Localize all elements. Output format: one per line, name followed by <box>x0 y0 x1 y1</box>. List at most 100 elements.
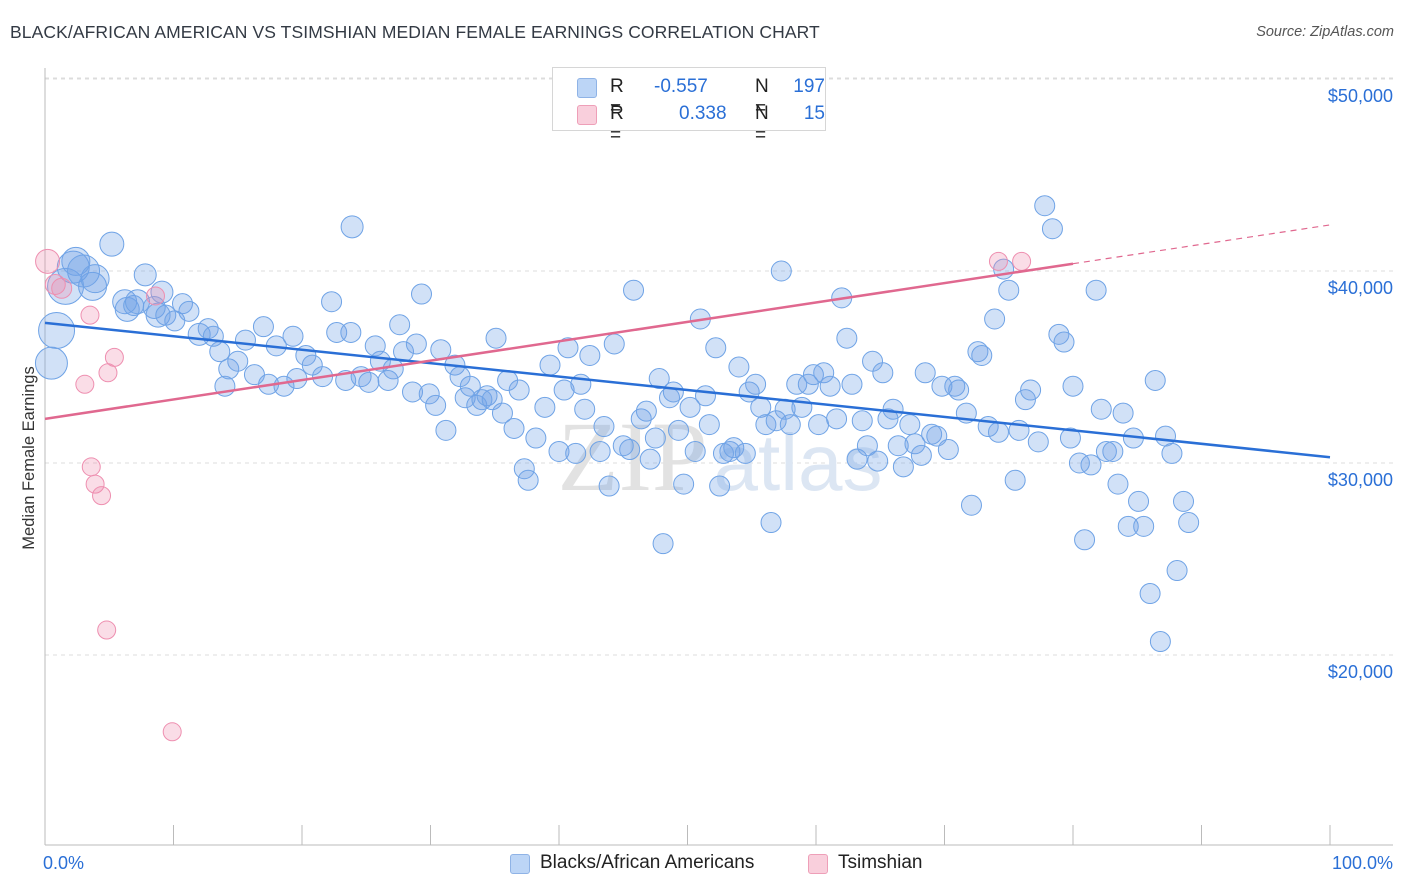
data-point-blacks <box>1034 195 1056 217</box>
x-tick-label: 0.0% <box>43 853 84 873</box>
data-point-blacks <box>340 215 364 239</box>
data-point-blacks <box>1062 375 1084 397</box>
data-point-blacks <box>418 383 440 405</box>
data-point-blacks <box>948 379 970 401</box>
data-point-blacks <box>589 440 611 462</box>
data-point-tsimshian <box>1012 251 1032 271</box>
data-point-blacks <box>218 358 240 380</box>
data-point-blacks <box>1166 560 1188 582</box>
data-point-blacks <box>877 408 899 430</box>
legend-n-value: 15 <box>803 103 825 124</box>
data-point-blacks <box>99 231 125 257</box>
data-point-blacks <box>639 448 661 470</box>
data-point-blacks <box>1080 454 1102 476</box>
data-point-blacks <box>892 456 914 478</box>
data-point-blacks <box>1095 440 1117 462</box>
data-point-blacks <box>684 440 706 462</box>
data-point-tsimshian <box>146 286 166 306</box>
data-point-blacks <box>612 435 634 457</box>
data-point-blacks <box>1059 427 1081 449</box>
data-point-blacks <box>1144 369 1166 391</box>
y-tick-label: $30,000 <box>1328 470 1393 490</box>
trend-line-tsimshian-extension <box>1072 224 1331 265</box>
legend-r-value: -0.557 <box>654 76 708 97</box>
data-point-blacks <box>1090 398 1112 420</box>
data-point-blacks <box>668 419 690 441</box>
data-point-blacks <box>819 375 841 397</box>
data-point-tsimshian <box>988 251 1008 271</box>
data-point-blacks <box>709 475 731 497</box>
data-point-blacks <box>623 279 645 301</box>
data-point-blacks <box>393 341 415 363</box>
data-point-blacks <box>760 512 782 534</box>
grid-lines <box>45 77 1393 656</box>
data-point-blacks <box>872 362 894 384</box>
data-point-blacks <box>61 246 91 276</box>
data-point-blacks <box>745 373 767 395</box>
y-tick-label: $50,000 <box>1328 86 1393 106</box>
data-point-tsimshian <box>97 620 117 640</box>
legend-swatch-blue <box>577 78 597 98</box>
data-point-tsimshian <box>92 486 112 506</box>
data-point-blacks <box>813 362 835 384</box>
data-point-tsimshian <box>51 277 73 299</box>
data-point-blacks <box>1133 515 1155 537</box>
source-label: Source: ZipAtlas.com <box>1256 24 1394 40</box>
data-point-blacks <box>598 475 620 497</box>
data-point-blacks <box>411 283 433 305</box>
axes <box>44 68 1393 846</box>
data-point-blacks <box>539 354 561 376</box>
data-point-blacks <box>321 291 343 313</box>
data-point-blacks <box>836 327 858 349</box>
data-point-blacks <box>841 373 863 395</box>
data-point-blacks <box>565 442 587 464</box>
data-point-blacks <box>252 316 274 338</box>
data-point-tsimshian <box>35 248 61 274</box>
correlation-legend: R = -0.557 N = 197 R = 0.338 N = 15 <box>552 67 826 146</box>
data-point-blacks <box>405 333 427 355</box>
y-tick-label: $40,000 <box>1328 278 1393 298</box>
legend-r-value: 0.338 <box>679 103 727 124</box>
data-point-blacks <box>508 379 530 401</box>
data-point-blacks <box>227 350 249 372</box>
data-point-blacks <box>34 346 68 380</box>
data-point-blacks <box>491 402 513 424</box>
data-point-blacks <box>644 427 666 449</box>
data-point-blacks <box>1178 512 1200 534</box>
data-point-blacks <box>719 440 741 462</box>
data-point-blacks <box>770 260 792 282</box>
data-point-blacks <box>797 373 819 395</box>
data-point-blacks <box>1041 218 1063 240</box>
data-point-blacks <box>282 325 304 347</box>
data-point-blacks <box>698 414 720 436</box>
series-blacks-points <box>34 195 1200 653</box>
trend-line-tsimshian <box>44 262 1074 421</box>
data-point-blacks <box>808 414 830 436</box>
data-point-blacks <box>1112 402 1134 424</box>
data-point-blacks <box>984 308 1006 330</box>
data-point-blacks <box>856 435 878 457</box>
data-point-blacks <box>694 385 716 407</box>
data-point-blacks <box>430 339 452 361</box>
data-point-blacks <box>1117 515 1139 537</box>
data-point-tsimshian <box>162 722 182 742</box>
data-point-blacks <box>358 371 380 393</box>
data-point-blacks <box>603 333 625 355</box>
data-point-blacks <box>1027 431 1049 453</box>
legend-n-label: N = <box>755 103 769 146</box>
y-axis-label: Median Female Earnings <box>20 366 38 549</box>
data-point-blacks <box>553 379 575 401</box>
data-point-blacks <box>593 416 615 438</box>
data-point-blacks <box>882 398 904 420</box>
data-point-blacks <box>851 410 873 432</box>
data-point-blacks <box>826 408 848 430</box>
data-point-blacks <box>133 263 157 287</box>
data-point-blacks <box>557 337 579 359</box>
x-tick-labels: 0.0% 100.0% <box>43 853 1393 873</box>
data-point-blacks <box>145 302 171 328</box>
data-point-blacks <box>1020 379 1042 401</box>
data-point-blacks <box>786 373 808 395</box>
data-point-blacks <box>1014 389 1036 411</box>
data-point-tsimshian <box>44 273 66 295</box>
data-point-blacks <box>960 494 982 516</box>
